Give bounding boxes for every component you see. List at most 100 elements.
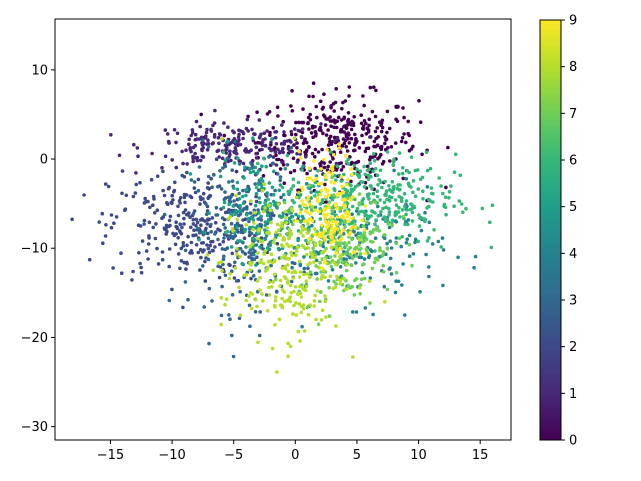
scatter-point-class-9: [325, 190, 330, 194]
scatter-point-class-7: [344, 243, 349, 248]
scatter-point-class-8: [267, 293, 272, 297]
scatter-point-class-8: [267, 285, 271, 290]
scatter-point-class-6: [425, 206, 429, 210]
scatter-point-class-0: [308, 112, 313, 117]
y-tick-label: −30: [21, 420, 48, 435]
scatter-point-class-1: [189, 149, 193, 154]
scatter-point-class-7: [386, 222, 391, 226]
scatter-point-class-9: [300, 185, 304, 190]
scatter-point-class-0: [290, 89, 294, 93]
scatter-point-class-0: [305, 171, 309, 176]
scatter-point-class-8: [310, 252, 314, 257]
scatter-point-class-6: [338, 222, 342, 226]
scatter-point-class-0: [324, 133, 329, 137]
scatter-point-class-6: [285, 153, 290, 158]
scatter-point-class-8: [250, 242, 255, 246]
scatter-point-class-7: [349, 263, 354, 268]
scatter-point-class-8: [345, 287, 349, 291]
scatter-point-class-8: [290, 253, 294, 258]
scatter-point-class-3: [206, 144, 211, 149]
scatter-point-class-6: [376, 214, 381, 218]
scatter-point-class-7: [343, 225, 347, 229]
scatter-point-class-2: [109, 213, 114, 217]
scatter-point-class-8: [274, 230, 278, 235]
scatter-point-class-3: [213, 232, 217, 236]
scatter-point-class-6: [353, 185, 358, 189]
scatter-point-class-6: [444, 212, 448, 217]
scatter-point-class-5: [271, 199, 276, 204]
scatter-point-class-9: [312, 159, 316, 163]
scatter-point-class-4: [389, 246, 394, 250]
scatter-point-class-4: [441, 283, 445, 288]
scatter-point-class-2: [205, 222, 209, 226]
scatter-point-class-3: [216, 264, 220, 269]
scatter-point-class-8: [306, 312, 311, 317]
scatter-point-class-9: [363, 204, 368, 208]
scatter-point-class-0: [309, 131, 314, 135]
colorbar-gradient: [540, 20, 561, 440]
scatter-point-class-5: [260, 179, 265, 183]
scatter-point-class-9: [317, 209, 321, 214]
scatter-point-class-1: [195, 137, 199, 141]
colorbar-tick-label: 4: [569, 247, 577, 262]
scatter-point-class-4: [413, 237, 418, 242]
scatter-point-class-0: [363, 149, 368, 154]
scatter-point-class-7: [357, 192, 362, 196]
scatter-point-class-8: [249, 199, 253, 203]
scatter-point-class-8: [294, 313, 299, 317]
scatter-point-class-0: [345, 123, 349, 127]
scatter-point-class-5: [270, 185, 275, 190]
scatter-point-class-9: [318, 192, 323, 197]
scatter-point-class-3: [257, 269, 262, 273]
scatter-point-class-0: [365, 164, 370, 169]
scatter-point-class-8: [223, 302, 227, 307]
scatter-point-class-7: [318, 260, 322, 265]
scatter-point-class-0: [346, 111, 351, 115]
scatter-point-class-0: [446, 145, 450, 150]
scatter-point-class-6: [373, 211, 377, 215]
scatter-point-class-3: [232, 199, 236, 203]
scatter-point-class-2: [191, 217, 196, 222]
scatter-point-class-9: [363, 228, 367, 232]
scatter-point-class-8: [298, 291, 303, 296]
scatter-point-class-2: [179, 246, 184, 251]
scatter-point-class-8: [261, 210, 266, 214]
scatter-point-class-4: [430, 242, 435, 246]
scatter-point-class-1: [216, 148, 221, 153]
scatter-point-class-0: [328, 119, 333, 123]
scatter-point-class-7: [328, 255, 333, 259]
scatter-point-class-6: [362, 210, 367, 215]
scatter-point-class-3: [237, 191, 241, 196]
scatter-point-class-3: [265, 194, 269, 198]
scatter-point-class-8: [258, 288, 262, 292]
scatter-point-class-9: [305, 210, 310, 215]
scatter-point-class-9: [337, 142, 342, 146]
scatter-point-class-0: [344, 132, 349, 137]
scatter-point-class-9: [329, 241, 333, 245]
scatter-point-class-6: [344, 191, 349, 195]
scatter-point-class-3: [239, 230, 243, 234]
scatter-point-class-8: [313, 227, 317, 231]
scatter-point-class-1: [282, 142, 287, 146]
scatter-point-class-8: [319, 318, 324, 322]
scatter-point-class-6: [397, 206, 401, 210]
scatter-point-class-6: [286, 189, 290, 194]
scatter-point-class-0: [326, 128, 330, 132]
scatter-point-class-3: [210, 299, 214, 303]
scatter-point-class-2: [176, 252, 181, 256]
scatter-point-class-0: [376, 156, 380, 161]
scatter-point-class-3: [196, 188, 201, 193]
scatter-point-class-4: [441, 248, 446, 252]
scatter-point-class-3: [238, 289, 242, 294]
scatter-point-class-8: [258, 275, 262, 280]
scatter-point-class-9: [307, 166, 312, 170]
scatter-point-class-9: [330, 219, 335, 224]
scatter-point-class-2: [169, 200, 174, 205]
scatter-point-class-2: [178, 196, 183, 200]
scatter-point-class-2: [155, 246, 159, 251]
scatter-point-class-2: [182, 192, 187, 197]
scatter-point-class-1: [229, 158, 233, 163]
scatter-point-class-7: [334, 282, 338, 286]
scatter-point-class-2: [70, 217, 74, 222]
scatter-point-class-7: [372, 260, 377, 265]
